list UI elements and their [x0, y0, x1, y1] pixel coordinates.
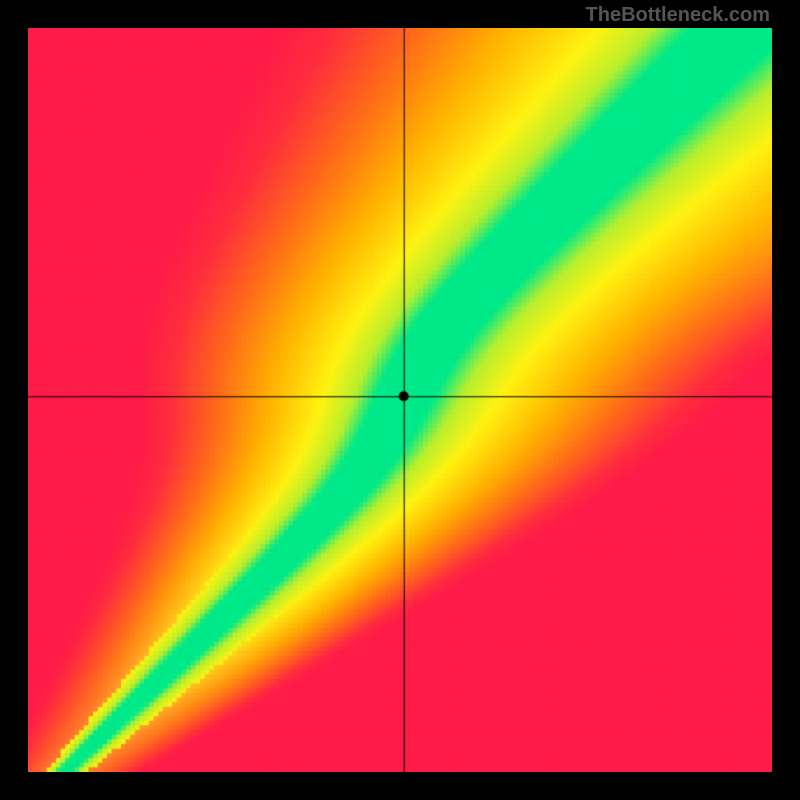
watermark-text: TheBottleneck.com: [586, 4, 770, 27]
bottleneck-heatmap: [28, 28, 772, 772]
chart-container: TheBottleneck.com: [0, 0, 800, 800]
